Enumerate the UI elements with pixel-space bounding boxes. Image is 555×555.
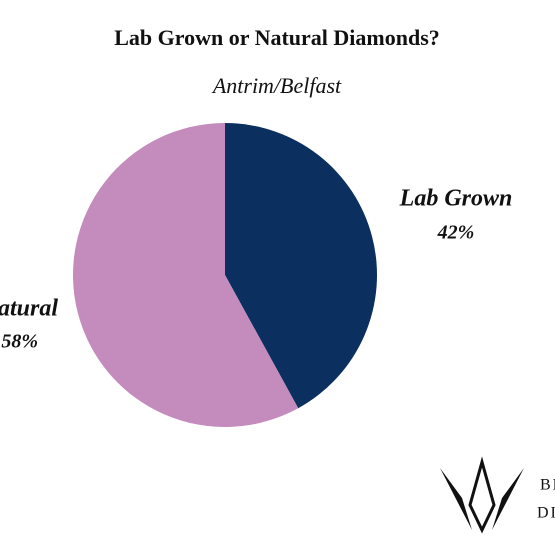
slice-label: Natural [0, 296, 58, 322]
logo-shape [492, 468, 524, 530]
pie-slice [72, 123, 299, 428]
value-label: 58% [1, 331, 38, 353]
pie [72, 123, 377, 428]
logo-shape [440, 468, 472, 530]
logo-shape [468, 456, 496, 534]
logo-mark [440, 456, 524, 534]
logo-text: BE [540, 477, 555, 494]
slice-label: Lab Grown [399, 186, 513, 212]
pie-slice [225, 123, 377, 409]
value-label: 42% [437, 222, 475, 244]
chart-title: Lab Grown or Natural Diamonds? [114, 25, 440, 50]
chart-subtitle: Antrim/Belfast [211, 73, 342, 98]
logo-text: DIA [537, 505, 555, 522]
